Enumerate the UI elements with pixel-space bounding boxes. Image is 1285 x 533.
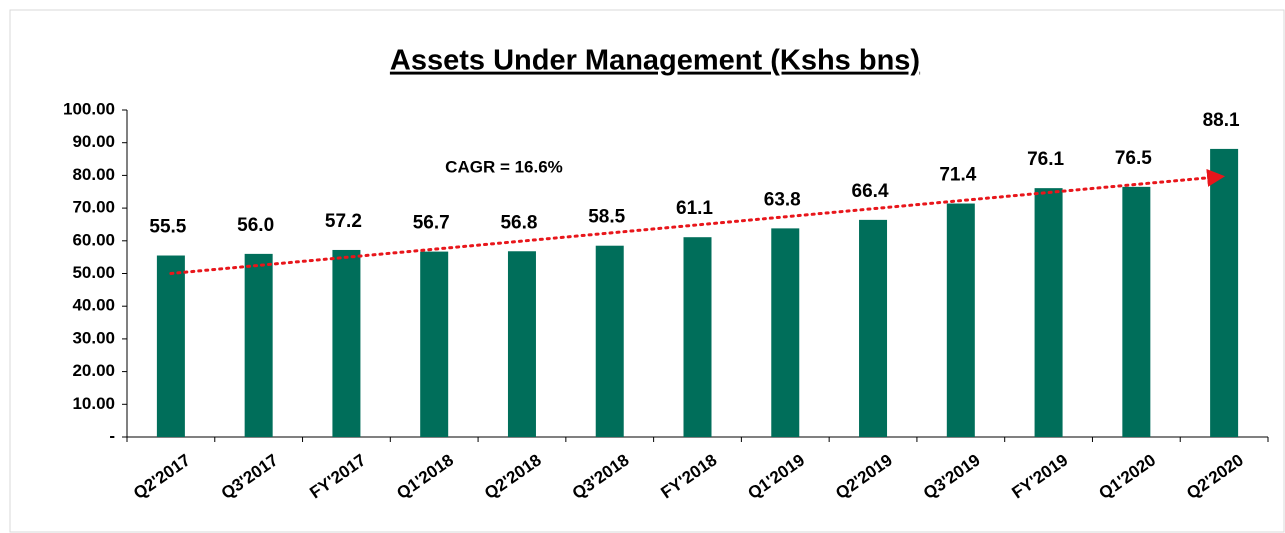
data-label: 63.8 [764,189,801,210]
y-tick-label: 30.00 [72,328,115,347]
bar [946,203,975,437]
y-tick-label: 10.00 [72,394,115,413]
trend-line [169,168,1226,275]
bar [771,228,800,437]
y-tick-label: 40.00 [72,296,115,315]
data-label: 76.5 [1115,148,1152,169]
data-label: 66.4 [852,181,889,202]
bar [1122,186,1151,437]
bar [683,237,712,437]
bar [1210,148,1239,437]
bar [507,251,536,437]
data-label: 71.4 [939,165,976,186]
y-tick-label: 70.00 [72,198,115,217]
y-tick-label: 60.00 [72,230,115,249]
bar [420,251,449,437]
bar [244,253,273,437]
y-tick-label: 50.00 [72,263,115,282]
bar [332,249,361,437]
bar [1034,188,1063,437]
data-label: 76.1 [1027,149,1064,170]
chart-title: Assets Under Management (Kshs bns) [390,45,920,77]
y-tick-label: 80.00 [72,165,115,184]
data-label: 56.7 [413,213,450,234]
y-tick-label: 100.00 [63,99,115,118]
data-label: 88.1 [1203,110,1240,131]
y-tick-label: 90.00 [72,132,115,151]
data-label: 56.0 [237,215,274,236]
chart-frame [9,9,1285,533]
data-label: 58.5 [588,207,625,228]
y-tick-label: - [109,426,115,445]
bar [859,219,888,437]
annotation: CAGR = 16.6% [445,157,563,176]
data-label: 57.2 [325,211,362,232]
y-tick-label: 20.00 [72,361,115,380]
data-label: 56.8 [500,212,537,233]
bar [156,255,185,437]
data-label: 61.1 [676,198,713,219]
bar [595,245,624,437]
data-label: 55.5 [149,217,186,238]
